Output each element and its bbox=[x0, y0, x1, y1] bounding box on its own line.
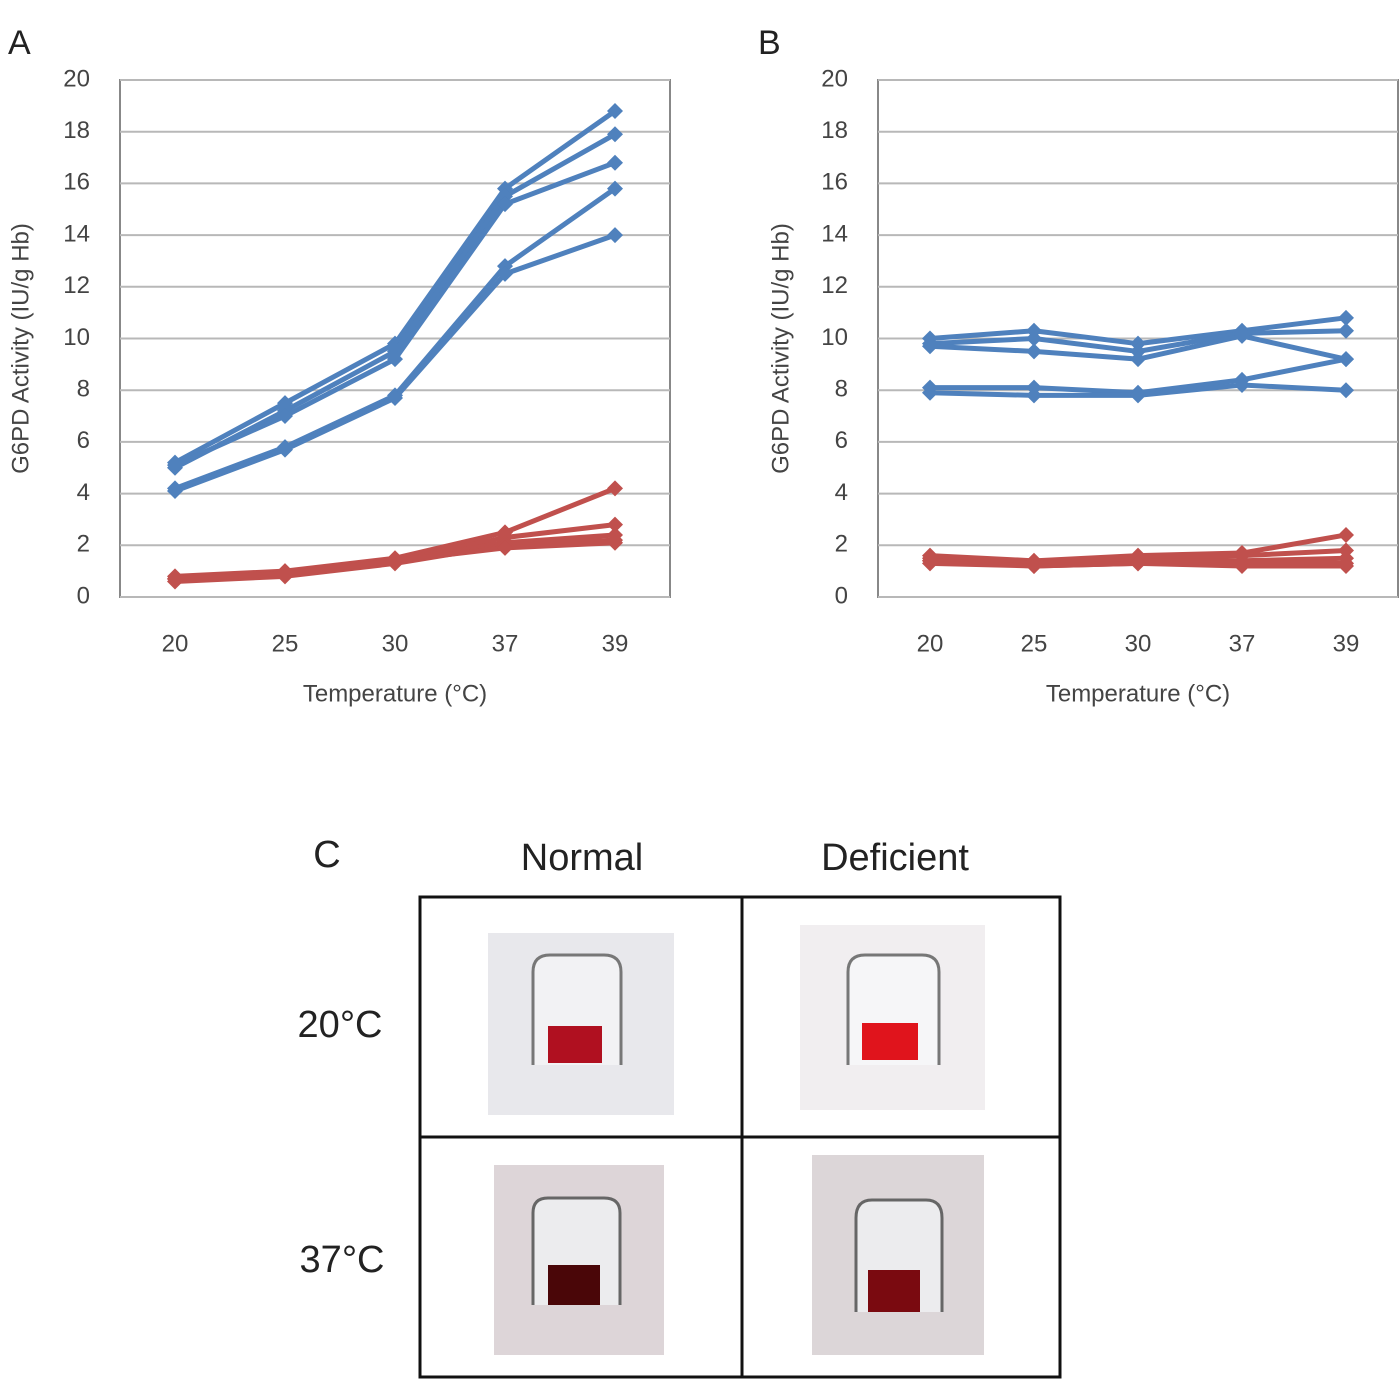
panel-label: C bbox=[313, 834, 340, 876]
data-point bbox=[277, 441, 293, 458]
data-point bbox=[1338, 322, 1354, 339]
photo-grid bbox=[418, 895, 1062, 1379]
x-tick-label: 30 bbox=[382, 630, 409, 657]
data-point bbox=[1026, 387, 1042, 404]
data-point bbox=[387, 351, 403, 368]
cuvette-photo bbox=[812, 1155, 984, 1355]
data-point bbox=[607, 180, 623, 197]
data-point bbox=[1130, 351, 1146, 368]
panel-label: A bbox=[8, 24, 31, 62]
y-tick-label: 20 bbox=[821, 65, 848, 92]
data-point bbox=[607, 516, 623, 533]
y-tick-label: 2 bbox=[835, 531, 848, 558]
cuvette-photo bbox=[800, 925, 985, 1110]
data-point bbox=[1026, 343, 1042, 360]
y-tick-label: 0 bbox=[835, 582, 848, 609]
cuvette-photo bbox=[494, 1165, 664, 1355]
y-tick-label: 20 bbox=[63, 65, 90, 92]
y-tick-label: 4 bbox=[77, 479, 90, 506]
y-tick-label: 8 bbox=[835, 376, 848, 403]
x-axis-title: Temperature (°C) bbox=[1046, 680, 1230, 707]
data-point bbox=[922, 384, 938, 401]
column-header: Normal bbox=[521, 837, 643, 879]
x-tick-label: 39 bbox=[1333, 630, 1360, 657]
y-tick-label: 0 bbox=[77, 582, 90, 609]
y-tick-label: 16 bbox=[821, 169, 848, 196]
data-point bbox=[277, 408, 293, 425]
y-tick-label: 8 bbox=[77, 376, 90, 403]
y-tick-label: 14 bbox=[63, 220, 90, 247]
data-point bbox=[1130, 387, 1146, 404]
data-point bbox=[1130, 555, 1146, 572]
data-point bbox=[607, 103, 623, 120]
data-point bbox=[167, 457, 183, 474]
x-tick-label: 20 bbox=[917, 630, 944, 657]
y-tick-label: 12 bbox=[821, 272, 848, 299]
x-tick-label: 30 bbox=[1125, 630, 1152, 657]
data-point bbox=[1338, 309, 1354, 326]
series-line bbox=[173, 160, 616, 468]
y-tick-label: 14 bbox=[821, 220, 848, 247]
data-point bbox=[497, 539, 513, 556]
row-header: 37°C bbox=[300, 1239, 385, 1281]
data-point bbox=[1234, 327, 1250, 344]
y-tick-label: 10 bbox=[821, 324, 848, 351]
data-point bbox=[607, 534, 623, 551]
x-tick-label: 25 bbox=[1021, 630, 1048, 657]
y-axis-title: G6PD Activity (IU/g Hb) bbox=[767, 223, 794, 474]
panel-label: B bbox=[758, 24, 781, 62]
data-point bbox=[277, 565, 293, 582]
x-axis-title: Temperature (°C) bbox=[303, 680, 487, 707]
y-tick-label: 16 bbox=[63, 169, 90, 196]
y-tick-label: 12 bbox=[63, 272, 90, 299]
data-point bbox=[1026, 330, 1042, 347]
y-tick-label: 4 bbox=[835, 479, 848, 506]
data-point bbox=[607, 480, 623, 497]
data-point bbox=[1338, 526, 1354, 543]
data-point bbox=[497, 196, 513, 213]
x-tick-label: 25 bbox=[272, 630, 299, 657]
data-point bbox=[167, 483, 183, 500]
row-header: 20°C bbox=[298, 1004, 383, 1046]
x-tick-label: 37 bbox=[492, 630, 519, 657]
data-point bbox=[167, 570, 183, 587]
y-tick-label: 18 bbox=[821, 117, 848, 144]
data-point bbox=[1026, 557, 1042, 574]
data-point bbox=[387, 389, 403, 406]
column-header: Deficient bbox=[821, 837, 969, 879]
data-point bbox=[1234, 557, 1250, 574]
y-tick-label: 2 bbox=[77, 531, 90, 558]
data-point bbox=[607, 126, 623, 143]
data-point bbox=[922, 338, 938, 355]
x-tick-label: 37 bbox=[1229, 630, 1256, 657]
data-point bbox=[1338, 557, 1354, 574]
y-tick-label: 6 bbox=[77, 427, 90, 454]
data-point bbox=[607, 227, 623, 244]
data-point bbox=[922, 555, 938, 572]
y-tick-label: 6 bbox=[835, 427, 848, 454]
data-point bbox=[387, 552, 403, 569]
cuvette-photo bbox=[488, 933, 674, 1115]
y-tick-label: 10 bbox=[63, 324, 90, 351]
data-point bbox=[1234, 377, 1250, 394]
data-point bbox=[1338, 382, 1354, 399]
data-point bbox=[607, 154, 623, 171]
x-tick-label: 20 bbox=[162, 630, 189, 657]
data-point bbox=[497, 265, 513, 282]
y-axis-title: G6PD Activity (IU/g Hb) bbox=[7, 223, 34, 474]
y-tick-label: 18 bbox=[63, 117, 90, 144]
x-tick-label: 39 bbox=[602, 630, 629, 657]
data-point bbox=[1338, 351, 1354, 368]
